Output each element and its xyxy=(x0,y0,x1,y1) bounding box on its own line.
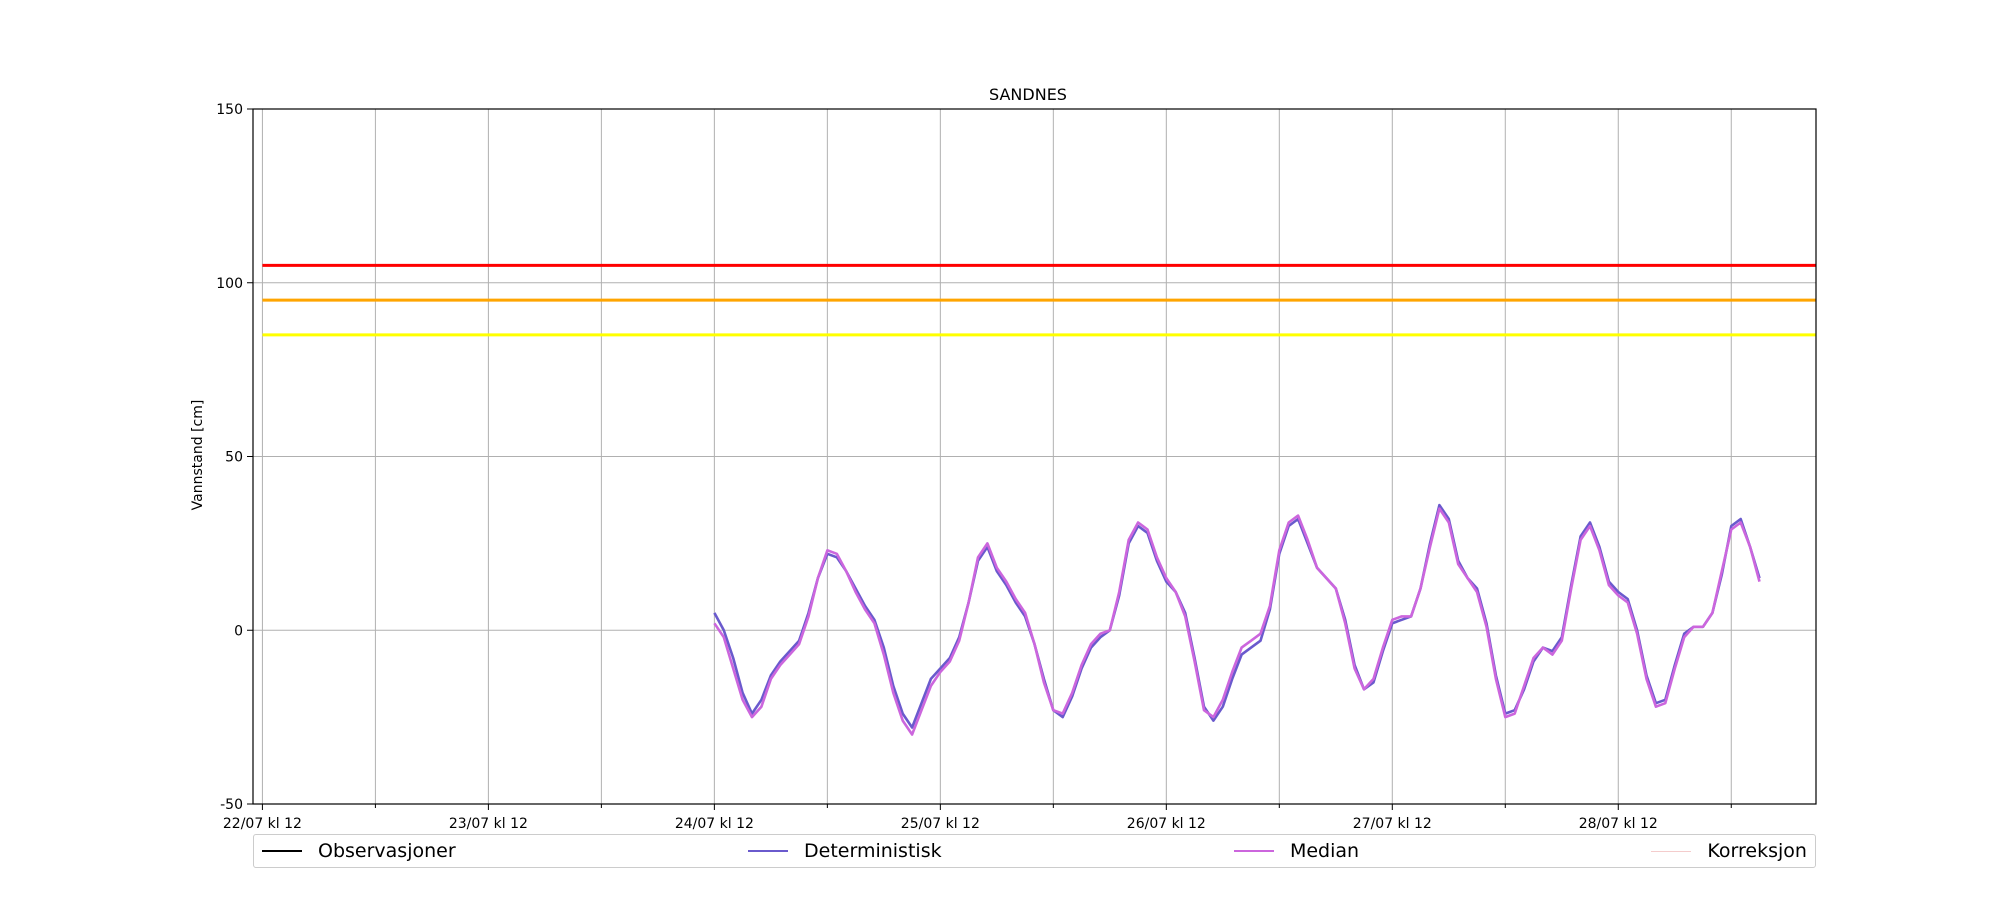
grid xyxy=(253,108,1816,805)
series-lines xyxy=(713,503,1761,736)
y-tick-label: 0 xyxy=(234,623,243,639)
y-axis-label: Vannstand [cm] xyxy=(190,400,206,511)
legend-swatch xyxy=(1233,850,1274,852)
x-tick-label: 28/07 kl 12 xyxy=(1579,816,1658,832)
legend-label: Deterministisk xyxy=(804,840,942,862)
legend-label: Observasjoner xyxy=(318,840,456,862)
y-tick-label: 50 xyxy=(225,450,243,466)
x-axis-ticks: 22/07 kl 12 23/07 kl 12 24/07 kl 12 25/07 k… xyxy=(223,804,1732,832)
series-deterministisk-line xyxy=(713,503,1761,729)
x-tick-label: 24/07 kl 12 xyxy=(675,816,754,832)
y-axis-ticks: -50 0 50 100 150 xyxy=(216,102,253,813)
x-tick-label: 25/07 kl 12 xyxy=(901,816,980,832)
threshold-lines xyxy=(262,263,1816,337)
legend-swatch xyxy=(748,850,789,852)
legend-item: Median xyxy=(1233,840,1360,862)
legend-label: Median xyxy=(1289,840,1360,862)
legend-label: Korreksjon xyxy=(1707,840,1807,862)
x-tick-label: 27/07 kl 12 xyxy=(1353,816,1432,832)
legend-item: Observasjoner xyxy=(262,840,456,862)
legend-swatch xyxy=(1651,850,1692,852)
legend-swatch xyxy=(262,850,302,852)
chart-title: SANDNES xyxy=(989,85,1067,104)
y-tick-label: -50 xyxy=(220,797,243,813)
x-tick-label: 26/07 kl 12 xyxy=(1127,816,1206,832)
series-median-line xyxy=(713,507,1761,736)
legend: Observasjoner Deterministisk Median Korreks… xyxy=(253,834,1816,868)
x-tick-label: 23/07 kl 12 xyxy=(449,816,528,832)
x-tick-label: 22/07 kl 12 xyxy=(223,816,302,832)
legend-item: Deterministisk xyxy=(748,840,942,862)
y-tick-label: 150 xyxy=(216,102,243,118)
y-tick-label: 100 xyxy=(216,276,243,292)
legend-item: Korreksjon xyxy=(1651,840,1807,862)
